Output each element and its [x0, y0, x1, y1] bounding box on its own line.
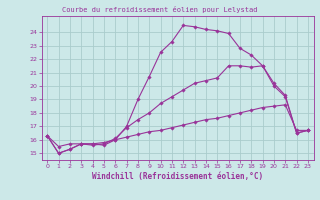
X-axis label: Windchill (Refroidissement éolien,°C): Windchill (Refroidissement éolien,°C)	[92, 172, 263, 181]
Text: Courbe du refroidissement éolien pour Lelystad: Courbe du refroidissement éolien pour Le…	[62, 6, 258, 13]
